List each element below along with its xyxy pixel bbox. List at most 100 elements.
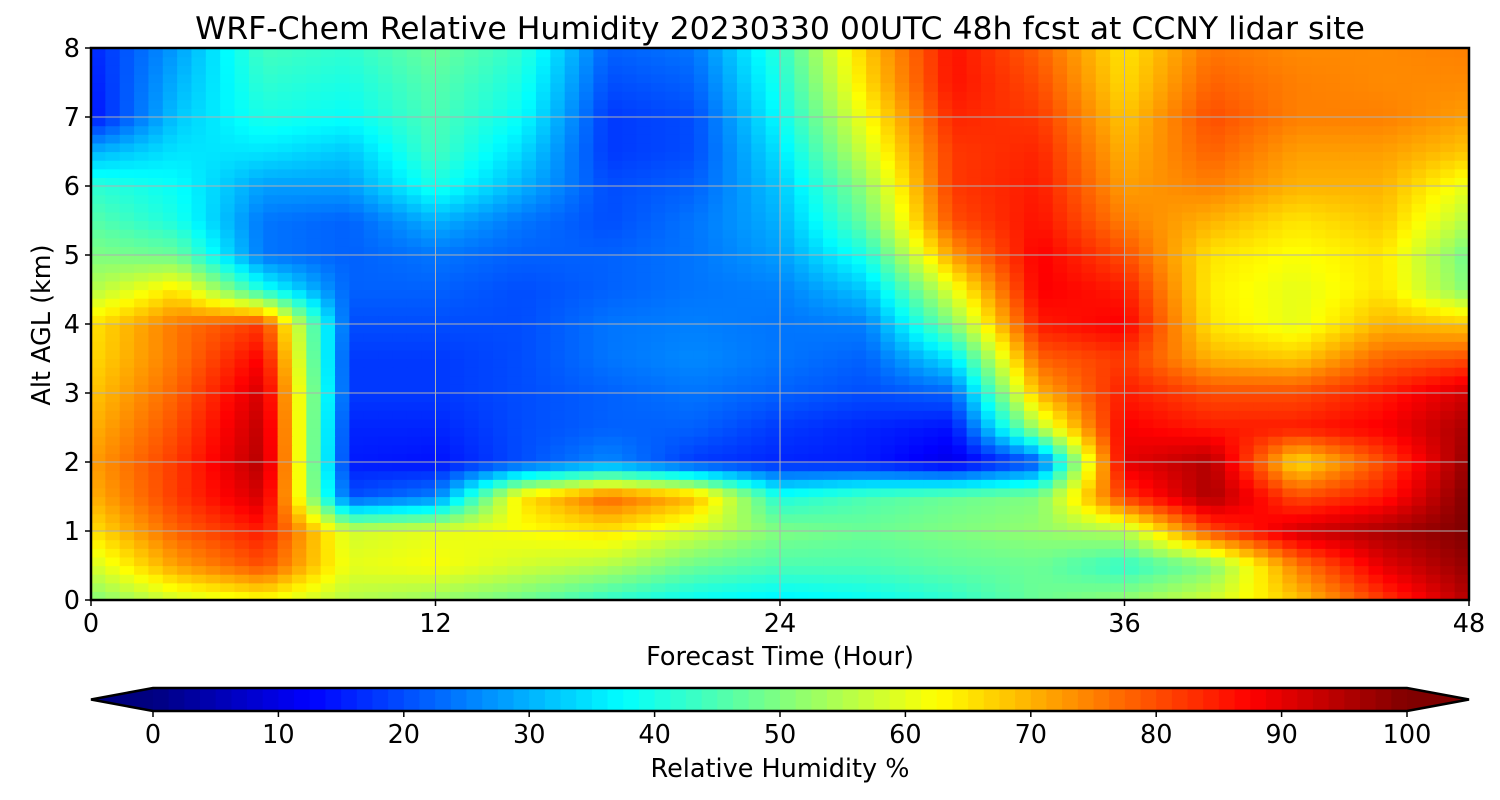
- heatmap-cell: [980, 246, 996, 256]
- heatmap-cell: [866, 255, 882, 265]
- heatmap-cell: [1153, 341, 1169, 351]
- heatmap-cell: [148, 341, 164, 351]
- heatmap-cell: [1124, 539, 1140, 549]
- heatmap-cell: [1224, 306, 1240, 316]
- heatmap-cell: [1339, 513, 1355, 523]
- heatmap-cell: [1067, 211, 1083, 222]
- heatmap-cell: [622, 186, 638, 196]
- heatmap-cell: [708, 255, 724, 265]
- heatmap-cell: [550, 444, 566, 454]
- heatmap-cell: [1124, 505, 1140, 515]
- heatmap-cell: [823, 220, 839, 230]
- heatmap-cell: [780, 401, 795, 411]
- heatmap-cell: [650, 582, 666, 592]
- heatmap-cell: [1325, 220, 1341, 230]
- heatmap-cell: [823, 237, 839, 247]
- heatmap-cell: [1454, 349, 1470, 360]
- heatmap-cell: [177, 436, 193, 446]
- heatmap-cell: [765, 548, 781, 558]
- heatmap-cell: [607, 186, 623, 196]
- heatmap-cell: [363, 436, 379, 446]
- heatmap-cell: [693, 453, 709, 463]
- heatmap-cell: [478, 220, 494, 230]
- heatmap-cell: [780, 237, 795, 247]
- heatmap-cell: [134, 487, 150, 498]
- heatmap-cell: [1167, 548, 1183, 558]
- heatmap-cell: [91, 289, 106, 299]
- heatmap-cell: [1454, 539, 1470, 549]
- heatmap-cell: [937, 462, 953, 472]
- heatmap-cell: [794, 194, 810, 204]
- heatmap-cell: [306, 349, 322, 360]
- heatmap-cell: [823, 289, 839, 299]
- heatmap-cell: [909, 375, 925, 385]
- heatmap-cell: [1024, 410, 1039, 420]
- heatmap-cell: [1397, 306, 1413, 316]
- heatmap-cell: [823, 436, 839, 446]
- heatmap-cell: [1239, 306, 1255, 316]
- heatmap-cell: [679, 565, 695, 575]
- heatmap-cell: [1196, 315, 1212, 325]
- heatmap-cell: [1224, 211, 1240, 222]
- heatmap-cell: [1095, 186, 1111, 196]
- heatmap-cell: [708, 324, 724, 334]
- heatmap-cell: [1454, 211, 1470, 222]
- heatmap-cell: [478, 531, 494, 541]
- heatmap-cell: [1224, 186, 1240, 196]
- heatmap-cell: [349, 444, 365, 454]
- heatmap-cell: [1368, 306, 1384, 316]
- heatmap-cell: [349, 565, 365, 575]
- heatmap-cell: [363, 375, 379, 385]
- heatmap-cell: [1024, 349, 1039, 360]
- heatmap-cell: [406, 548, 422, 558]
- heatmap-cell: [765, 324, 781, 334]
- heatmap-cell: [923, 565, 939, 575]
- heatmap-cell: [105, 556, 121, 567]
- heatmap-cell: [91, 479, 106, 489]
- heatmap-cell: [736, 194, 752, 204]
- heatmap-cell: [1181, 436, 1197, 446]
- heatmap-cell: [478, 203, 494, 213]
- heatmap-cell: [335, 548, 350, 558]
- heatmap-cell: [1081, 194, 1097, 204]
- heatmap-cell: [291, 479, 307, 489]
- heatmap-cell: [736, 427, 752, 437]
- heatmap-cell: [1354, 229, 1370, 239]
- heatmap-cell: [263, 358, 279, 368]
- heatmap-cell: [91, 574, 106, 584]
- heatmap-cell: [1052, 565, 1068, 575]
- heatmap-cell: [722, 349, 738, 360]
- heatmap-cell: [593, 203, 609, 213]
- heatmap-cell: [564, 194, 580, 204]
- heatmap-cell: [507, 427, 523, 437]
- heatmap-cell: [722, 591, 738, 601]
- heatmap-cell: [636, 220, 652, 230]
- heatmap-cell: [335, 375, 350, 385]
- heatmap-cell: [1081, 367, 1097, 377]
- heatmap-cell: [1110, 367, 1126, 377]
- heatmap-cell: [923, 418, 939, 429]
- heatmap-cell: [693, 220, 709, 230]
- heatmap-cell: [535, 324, 551, 334]
- heatmap-cell: [1339, 272, 1355, 282]
- heatmap-cell: [780, 177, 795, 187]
- heatmap-cell: [808, 160, 824, 170]
- heatmap-cell: [837, 246, 853, 256]
- heatmap-cell: [1339, 255, 1355, 265]
- heatmap-cell: [1095, 470, 1111, 480]
- heatmap-cell: [492, 255, 508, 265]
- heatmap-cell: [105, 410, 121, 420]
- heatmap-cell: [277, 574, 293, 584]
- heatmap-cell: [406, 315, 422, 325]
- heatmap-cell: [1354, 168, 1370, 178]
- heatmap-cell: [1368, 582, 1384, 592]
- heatmap-cell: [1311, 401, 1327, 411]
- heatmap-cell: [1052, 280, 1068, 291]
- heatmap-cell: [995, 462, 1011, 472]
- heatmap-cell: [492, 410, 508, 420]
- heatmap-cell: [679, 548, 695, 558]
- heatmap-cell: [1368, 513, 1384, 523]
- heatmap-cell: [421, 565, 437, 575]
- heatmap-cell: [1153, 487, 1169, 498]
- heatmap-cell: [995, 255, 1011, 265]
